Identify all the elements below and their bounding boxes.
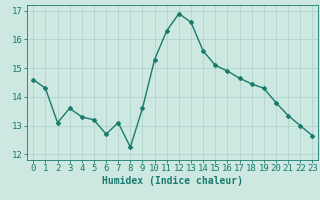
X-axis label: Humidex (Indice chaleur): Humidex (Indice chaleur) <box>102 176 243 186</box>
